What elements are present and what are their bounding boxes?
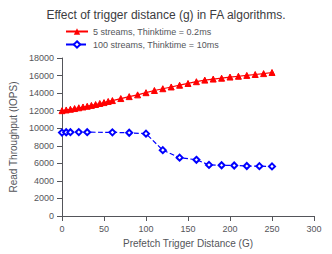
svg-text:250: 250 <box>264 224 279 234</box>
svg-text:18000: 18000 <box>29 53 54 63</box>
svg-text:8000: 8000 <box>34 141 54 151</box>
svg-text:200: 200 <box>222 224 237 234</box>
svg-text:0: 0 <box>59 224 64 234</box>
svg-text:6000: 6000 <box>34 158 54 168</box>
svg-text:12000: 12000 <box>29 106 54 116</box>
svg-text:300: 300 <box>306 224 321 234</box>
svg-text:2000: 2000 <box>34 193 54 203</box>
svg-text:100 streams, Thinktime = 10ms: 100 streams, Thinktime = 10ms <box>93 40 219 50</box>
svg-text:Read Throughput (IOPS): Read Throughput (IOPS) <box>8 82 19 193</box>
svg-text:16000: 16000 <box>29 71 54 81</box>
svg-text:150: 150 <box>180 224 195 234</box>
svg-text:100: 100 <box>138 224 153 234</box>
svg-text:0: 0 <box>49 211 54 221</box>
svg-text:14000: 14000 <box>29 88 54 98</box>
svg-text:Prefetch Trigger Distance (G): Prefetch Trigger Distance (G) <box>123 238 253 249</box>
svg-text:Effect of trigger distance (g): Effect of trigger distance (g) in FA alg… <box>46 8 285 22</box>
svg-text:5 streams, Thinktime = 0.2ms: 5 streams, Thinktime = 0.2ms <box>93 27 212 37</box>
svg-text:4000: 4000 <box>34 176 54 186</box>
svg-text:10000: 10000 <box>29 123 54 133</box>
svg-text:50: 50 <box>99 224 109 234</box>
